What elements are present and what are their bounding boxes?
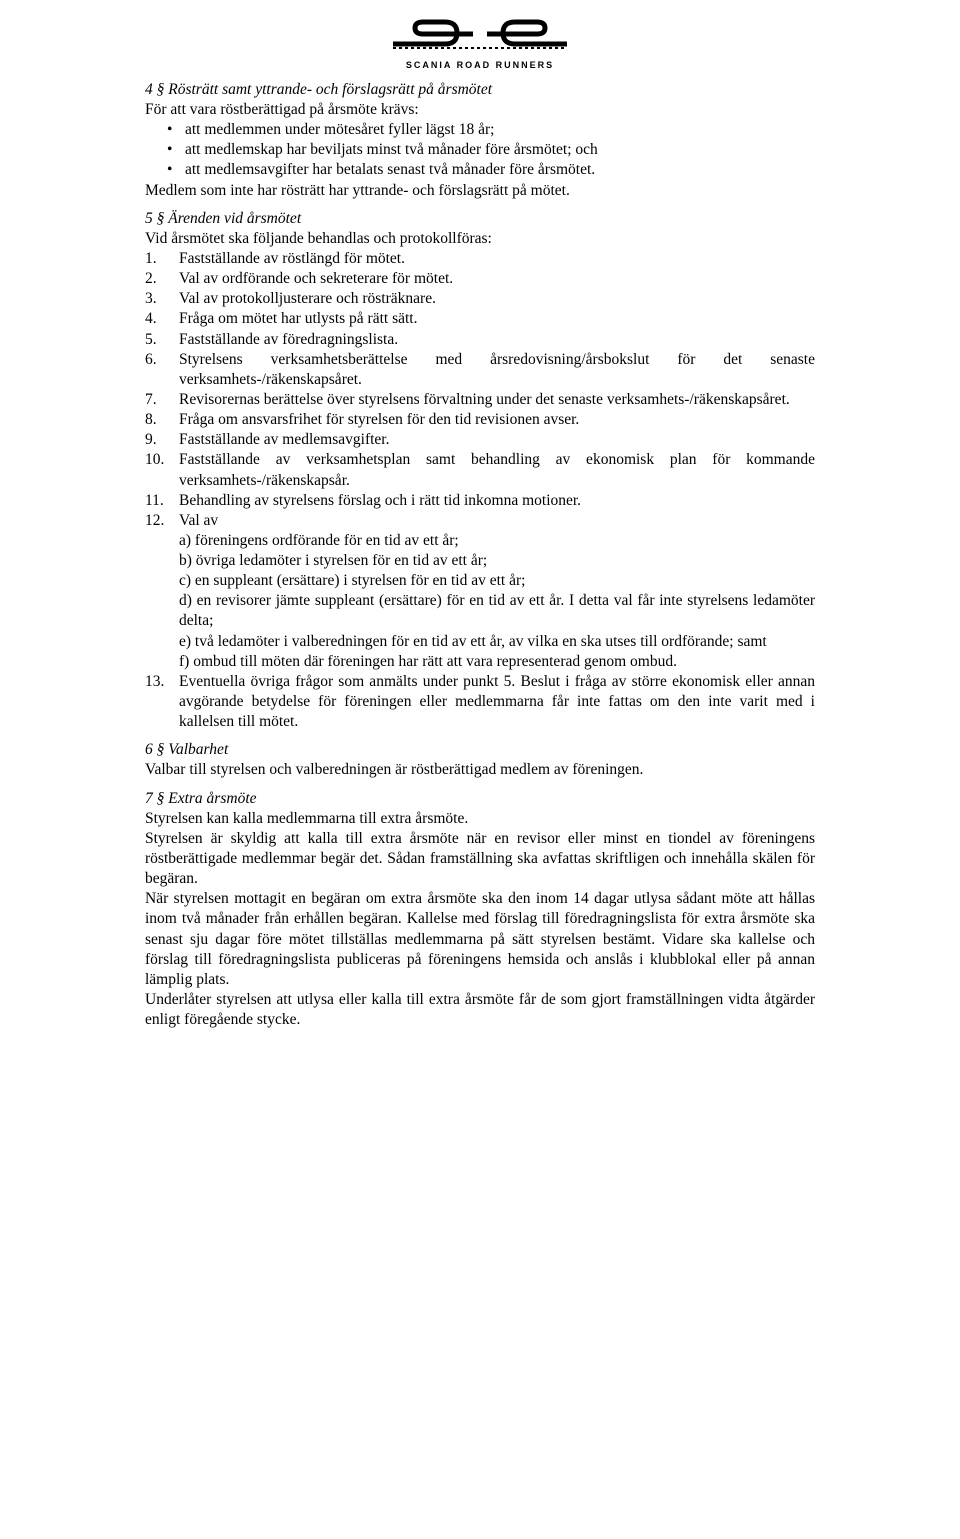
item-number: 1. [145, 249, 179, 269]
logo-text: SCANIA ROAD RUNNERS [145, 60, 815, 72]
item-number: 7. [145, 390, 179, 410]
section-7-heading: 7 § Extra årsmöte [145, 789, 815, 809]
section-6-heading: 6 § Valbarhet [145, 740, 815, 760]
item-text: Fastställande av röstlängd för mötet. [179, 249, 815, 269]
item-number: 8. [145, 410, 179, 430]
section-4-bullets: att medlemmen under mötesåret fyller läg… [145, 120, 815, 180]
sub-item: d) en revisorer jämte suppleant (ersätta… [145, 591, 815, 631]
item-number: 6. [145, 350, 179, 390]
list-item: 5.Fastställande av föredragningslista. [145, 330, 815, 350]
sub-item-text: b) övriga ledamöter i styrelsen för en t… [179, 551, 815, 571]
list-item: 9.Fastställande av medlemsavgifter. [145, 430, 815, 450]
sub-item: e) två ledamöter i valberedningen för en… [145, 632, 815, 652]
item-text: Eventuella övriga frågor som anmälts und… [179, 672, 815, 732]
list-item: 1.Fastställande av röstlängd för mötet. [145, 249, 815, 269]
section-5-intro: Vid årsmötet ska följande behandlas och … [145, 229, 815, 249]
section-7-p2: Styrelsen är skyldig att kalla till extr… [145, 829, 815, 889]
item-text: Fråga om ansvarsfrihet för styrelsen för… [179, 410, 815, 430]
item-number: 11. [145, 491, 179, 511]
item-text: Styrelsens verksamhetsberättelse med års… [179, 350, 815, 390]
section-4-tail: Medlem som inte har rösträtt har yttrand… [145, 181, 815, 201]
list-item: att medlemmen under mötesåret fyller läg… [185, 120, 815, 140]
item-text: Val av [179, 511, 815, 531]
item-text: Fråga om mötet har utlysts på rätt sätt. [179, 309, 815, 329]
item-number: 10. [145, 450, 179, 490]
section-5-heading: 5 § Ärenden vid årsmötet [145, 209, 815, 229]
item-number: 2. [145, 269, 179, 289]
sub-item-text: d) en revisorer jämte suppleant (ersätta… [179, 591, 815, 631]
section-4-heading: 4 § Rösträtt samt yttrande- och förslags… [145, 80, 815, 100]
logo: SCANIA ROAD RUNNERS [145, 12, 815, 72]
list-item: 8.Fråga om ansvarsfrihet för styrelsen f… [145, 410, 815, 430]
sub-item: b) övriga ledamöter i styrelsen för en t… [145, 551, 815, 571]
list-item: 12.Val av [145, 511, 815, 531]
sub-item-text: f) ombud till möten där föreningen har r… [179, 652, 815, 672]
item-number: 13. [145, 672, 179, 732]
list-item: att medlemskap har beviljats minst två m… [185, 140, 815, 160]
list-item: 7.Revisorernas berättelse över styrelsen… [145, 390, 815, 410]
item-number: 9. [145, 430, 179, 450]
item-text: Fastställande av föredragningslista. [179, 330, 815, 350]
list-item: 10.Fastställande av verksamhetsplan samt… [145, 450, 815, 490]
list-item: att medlemsavgifter har betalats senast … [185, 160, 815, 180]
list-item: 2.Val av ordförande och sekreterare för … [145, 269, 815, 289]
list-item: 4.Fråga om mötet har utlysts på rätt sät… [145, 309, 815, 329]
item-text: Fastställande av medlemsavgifter. [179, 430, 815, 450]
sub-item: f) ombud till möten där föreningen har r… [145, 652, 815, 672]
item-number: 5. [145, 330, 179, 350]
list-item: 6.Styrelsens verksamhetsberättelse med å… [145, 350, 815, 390]
item-text: Behandling av styrelsens förslag och i r… [179, 491, 815, 511]
item-number: 12. [145, 511, 179, 531]
list-item: 13.Eventuella övriga frågor som anmälts … [145, 672, 815, 732]
sub-item-text: a) föreningens ordförande för en tid av … [179, 531, 815, 551]
section-6-body: Valbar till styrelsen och valberedningen… [145, 760, 815, 780]
section-7-p4: Underlåter styrelsen att utlysa eller ka… [145, 990, 815, 1030]
sub-item: a) föreningens ordförande för en tid av … [145, 531, 815, 551]
logo-mark-icon [385, 12, 575, 52]
item-text: Revisorernas berättelse över styrelsens … [179, 390, 815, 410]
section-4-intro: För att vara röstberättigad på årsmöte k… [145, 100, 815, 120]
section-7-p1: Styrelsen kan kalla medlemmarna till ext… [145, 809, 815, 829]
item-number: 4. [145, 309, 179, 329]
document-page: SCANIA ROAD RUNNERS 4 § Rösträtt samt yt… [73, 0, 887, 1070]
sub-item: c) en suppleant (ersättare) i styrelsen … [145, 571, 815, 591]
item-text: Fastställande av verksamhetsplan samt be… [179, 450, 815, 490]
item-text: Val av ordförande och sekreterare för mö… [179, 269, 815, 289]
sub-item-text: c) en suppleant (ersättare) i styrelsen … [179, 571, 815, 591]
list-item: 11.Behandling av styrelsens förslag och … [145, 491, 815, 511]
list-item: 3.Val av protokolljusterare och rösträkn… [145, 289, 815, 309]
item-text: Val av protokolljusterare och rösträknar… [179, 289, 815, 309]
item-number: 3. [145, 289, 179, 309]
section-7-p3: När styrelsen mottagit en begäran om ext… [145, 889, 815, 990]
sub-item-text: e) två ledamöter i valberedningen för en… [179, 632, 815, 652]
